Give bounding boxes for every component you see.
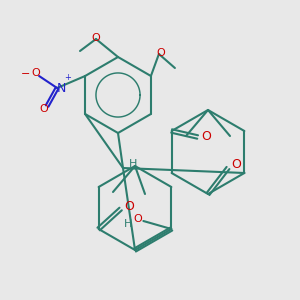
Text: O: O <box>202 130 212 143</box>
Text: H: H <box>129 159 137 169</box>
Text: O: O <box>92 33 100 43</box>
Text: H: H <box>124 219 133 229</box>
Text: O: O <box>231 158 241 170</box>
Text: O: O <box>32 68 40 78</box>
Text: O: O <box>157 48 165 58</box>
Text: −: − <box>20 69 30 79</box>
Text: N: N <box>56 82 66 94</box>
Text: +: + <box>65 74 71 82</box>
Text: O: O <box>125 200 135 212</box>
Text: O: O <box>133 214 142 224</box>
Text: O: O <box>40 104 49 114</box>
